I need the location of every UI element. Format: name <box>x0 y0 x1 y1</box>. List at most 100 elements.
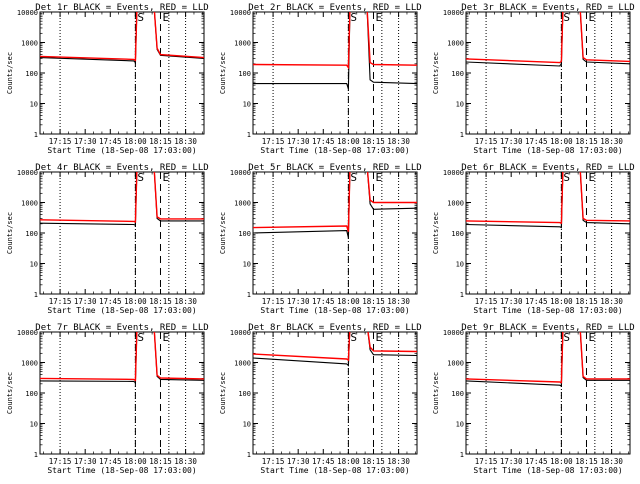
y-tick-label: 100 <box>25 390 38 398</box>
x-tick-label: 18:00 <box>550 297 573 306</box>
marker-label: E <box>375 171 382 184</box>
y-tick-label: 100 <box>238 70 251 78</box>
x-axis-label: Start Time (18-Sep-08 17:03:00) <box>47 146 196 155</box>
panel-title: Det 3r BLACK = Events, RED = LLD <box>461 3 634 13</box>
marker-label: S <box>137 331 144 344</box>
y-axis-label: Counts/sec <box>432 372 440 414</box>
series-lld-line <box>253 332 417 362</box>
y-tick-label: 1000 <box>21 360 38 368</box>
axes-frame <box>465 331 631 455</box>
y-tick-label: 10 <box>30 421 38 429</box>
y-tick-label: 10 <box>243 421 251 429</box>
y-tick-label: 10 <box>456 261 464 269</box>
y-tick-label: 10 <box>456 101 464 109</box>
x-tick-label: 17:30 <box>287 137 310 146</box>
x-tick-label: 18:30 <box>174 457 197 466</box>
y-axis-label: Counts/sec <box>6 372 14 414</box>
panel-6: Det 6r BLACK = Events, RED = LLD 1 10 100 10… <box>432 163 635 315</box>
y-tick-label: 1000 <box>21 200 38 208</box>
axes-frame <box>39 171 205 295</box>
y-axis-label: Counts/sec <box>219 52 227 94</box>
panel-title: Det 4r BLACK = Events, RED = LLD <box>35 163 208 173</box>
y-tick-label: 1 <box>460 131 464 139</box>
axes-frame <box>252 331 418 455</box>
x-tick-label: 17:30 <box>74 297 97 306</box>
series-events-line <box>253 12 417 90</box>
y-axis-label: Counts/sec <box>219 212 227 254</box>
axes-frame <box>252 11 418 135</box>
axes-frame <box>39 11 205 135</box>
x-tick-label: 18:15 <box>149 457 172 466</box>
y-tick-label: 1 <box>34 291 38 299</box>
x-tick-label: 17:15 <box>49 137 72 146</box>
y-tick-label: 10 <box>243 101 251 109</box>
panel-9: Det 9r BLACK = Events, RED = LLD 1 10 100 10… <box>432 323 635 475</box>
x-tick-label: 18:15 <box>362 297 385 306</box>
y-axis-label: Counts/sec <box>219 372 227 414</box>
marker-label: E <box>375 331 382 344</box>
panel-4: Det 4r BLACK = Events, RED = LLD 1 10 100 10… <box>6 163 209 315</box>
x-tick-label: 17:15 <box>475 297 498 306</box>
series-lld-line <box>40 172 204 223</box>
y-tick-label: 1000 <box>234 200 251 208</box>
y-tick-label: 10000 <box>443 329 464 337</box>
marker-label: S <box>563 11 570 24</box>
y-tick-label: 100 <box>25 70 38 78</box>
x-tick-label: 17:15 <box>49 457 72 466</box>
series-lld-line <box>466 332 630 384</box>
series-events-line <box>466 332 630 387</box>
x-tick-label: 17:45 <box>525 457 548 466</box>
y-tick-label: 1000 <box>234 360 251 368</box>
series-lld-line <box>466 12 630 64</box>
y-axis-label: Counts/sec <box>432 212 440 254</box>
series-lld-line <box>40 332 204 382</box>
panel-title: Det 6r BLACK = Events, RED = LLD <box>461 163 634 173</box>
x-tick-label: 18:30 <box>387 297 410 306</box>
series-events-line <box>40 172 204 227</box>
y-tick-label: 1000 <box>234 40 251 48</box>
y-tick-label: 100 <box>451 70 464 78</box>
y-tick-label: 1 <box>460 451 464 459</box>
x-tick-label: 18:30 <box>600 297 623 306</box>
marker-label: E <box>588 171 595 184</box>
x-tick-label: 17:30 <box>74 457 97 466</box>
x-tick-label: 18:30 <box>174 297 197 306</box>
axes-frame <box>465 171 631 295</box>
marker-label: S <box>137 171 144 184</box>
panel-title: Det 2r BLACK = Events, RED = LLD <box>248 3 421 13</box>
marker-label: E <box>162 171 169 184</box>
marker-label: S <box>563 171 570 184</box>
y-tick-label: 10000 <box>17 9 38 17</box>
x-tick-label: 17:30 <box>74 137 97 146</box>
marker-label: E <box>588 11 595 24</box>
x-tick-label: 18:00 <box>124 457 147 466</box>
y-tick-label: 10 <box>30 261 38 269</box>
series-events-line <box>466 12 630 67</box>
series-events-line <box>253 172 417 238</box>
x-tick-label: 17:45 <box>99 457 122 466</box>
y-axis-label: Counts/sec <box>432 52 440 94</box>
y-tick-label: 1 <box>460 291 464 299</box>
y-tick-label: 100 <box>238 230 251 238</box>
panel-2: Det 2r BLACK = Events, RED = LLD 1 10 100 10… <box>219 3 422 155</box>
x-tick-label: 17:45 <box>312 457 335 466</box>
x-tick-label: 17:15 <box>262 457 285 466</box>
x-tick-label: 18:15 <box>362 137 385 146</box>
x-tick-label: 18:15 <box>149 137 172 146</box>
x-tick-label: 17:45 <box>525 297 548 306</box>
x-tick-label: 17:45 <box>99 137 122 146</box>
x-tick-label: 17:30 <box>500 297 523 306</box>
y-tick-label: 10000 <box>230 329 251 337</box>
x-tick-label: 17:45 <box>99 297 122 306</box>
y-tick-label: 100 <box>451 390 464 398</box>
x-tick-label: 17:15 <box>475 457 498 466</box>
y-tick-label: 1 <box>247 131 251 139</box>
panel-title: Det 7r BLACK = Events, RED = LLD <box>35 323 208 333</box>
y-tick-label: 1000 <box>447 360 464 368</box>
x-tick-label: 18:15 <box>149 297 172 306</box>
y-tick-label: 10000 <box>17 169 38 177</box>
y-tick-label: 10000 <box>17 329 38 337</box>
panel-title: Det 5r BLACK = Events, RED = LLD <box>248 163 421 173</box>
x-axis-label: Start Time (18-Sep-08 17:03:00) <box>260 306 409 315</box>
